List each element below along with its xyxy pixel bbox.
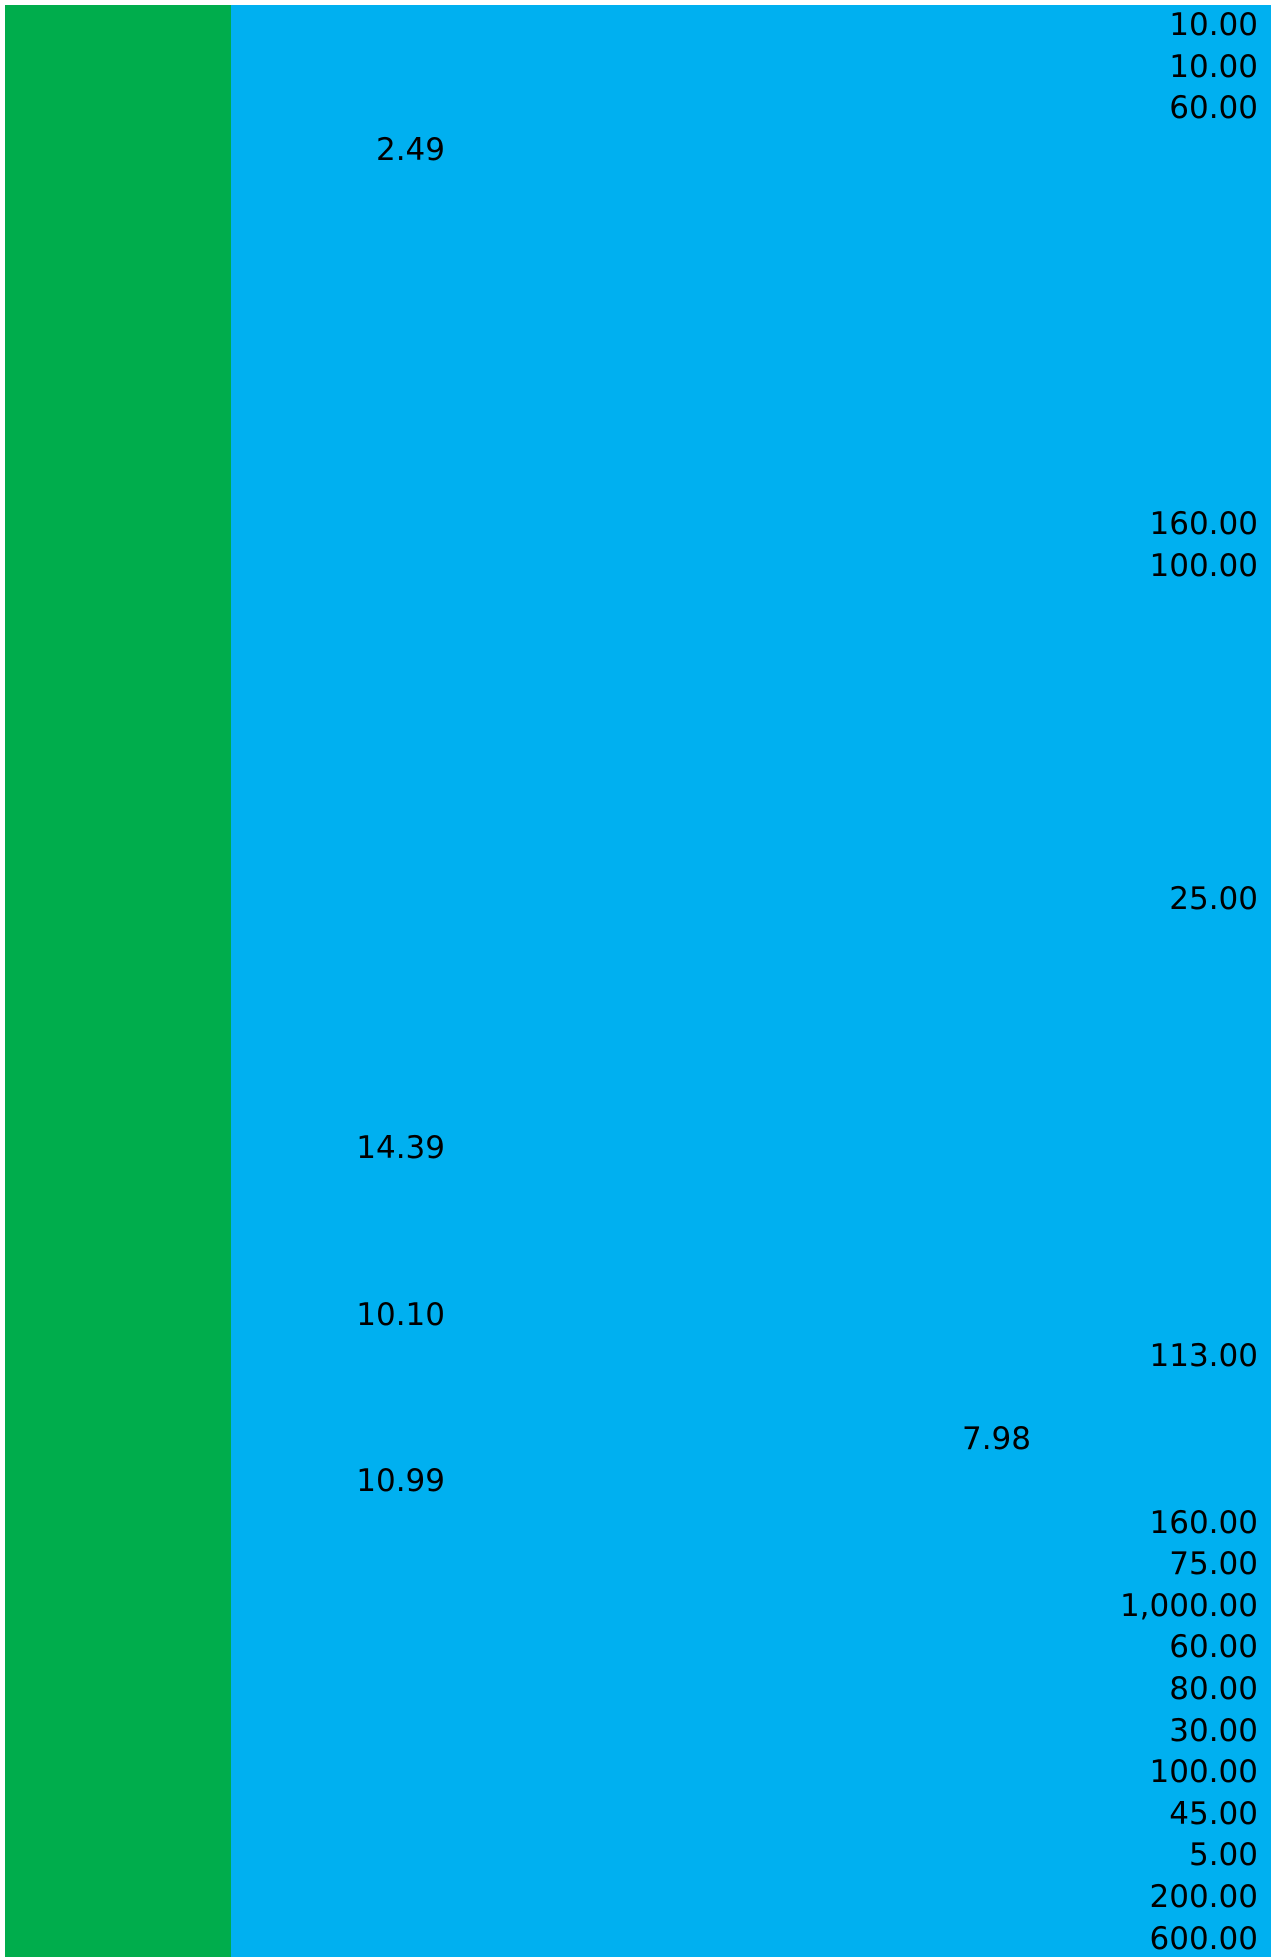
cell-column-a-value[interactable]: 600.00	[1149, 1920, 1258, 1957]
cell-column-a-value[interactable]: 100.00	[1149, 1754, 1258, 1791]
cell-column-a-value[interactable]: 80.00	[1169, 1671, 1258, 1707]
cell-column-a-value[interactable]: 60.00	[1169, 90, 1258, 127]
cell-column-a-value[interactable]: 160.00	[1149, 1504, 1258, 1541]
cell-column-a-value[interactable]: 100.00	[1149, 547, 1258, 584]
cell-column-a-value[interactable]: 200.00	[1149, 1879, 1258, 1915]
cell-column-b-value[interactable]: 2.49	[375, 131, 445, 168]
spreadsheet-grid: 10.00 10.00 60.00 160.00 100.00 25.00 113.00 16…	[5, 5, 1271, 1957]
cell-column-a-value[interactable]: 10.00	[1169, 7, 1258, 43]
cell-column-a-value[interactable]: 30.00	[1169, 1712, 1258, 1749]
cell-column-a-value[interactable]: 113.00	[1149, 1338, 1258, 1375]
cell-column-a-value[interactable]: 45.00	[1169, 1795, 1258, 1832]
cell-column-a-value[interactable]: 60.00	[1169, 1629, 1258, 1666]
column-b-blue	[231, 5, 1271, 1957]
cell-column-a-value[interactable]: 160.00	[1149, 506, 1258, 543]
cell-column-a-value[interactable]: 25.00	[1169, 880, 1258, 917]
cell-column-c-value[interactable]: 7.98	[961, 1421, 1031, 1458]
cell-column-a-value[interactable]: 1,000.00	[1119, 1587, 1258, 1624]
cell-column-b-value[interactable]: 14.39	[356, 1130, 445, 1167]
column-a-green	[5, 5, 231, 1957]
cell-column-a-value[interactable]: 5.00	[1188, 1837, 1258, 1874]
cell-column-a-value[interactable]: 10.00	[1169, 48, 1258, 85]
cell-column-b-value[interactable]: 10.99	[356, 1463, 445, 1499]
cell-column-a-value[interactable]: 75.00	[1169, 1546, 1258, 1583]
cell-column-b-value[interactable]: 10.10	[356, 1296, 445, 1333]
